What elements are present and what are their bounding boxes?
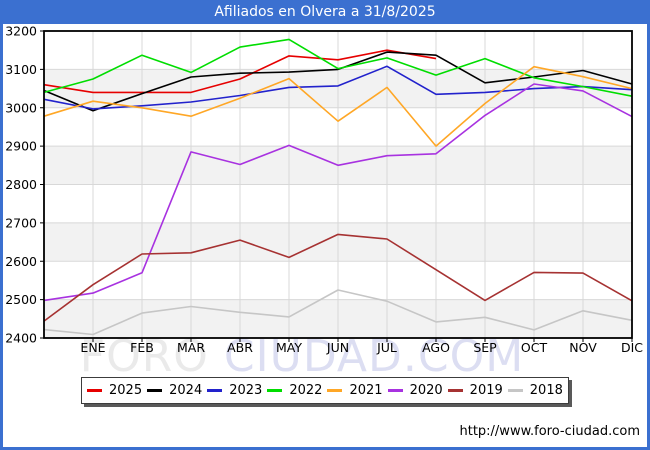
- legend-swatch-2024: [147, 389, 163, 392]
- legend-item-2018: 2018: [507, 383, 563, 398]
- legend-swatch-2022: [267, 389, 283, 392]
- legend-swatch-2021: [327, 389, 343, 392]
- legend-item-2019: 2019: [447, 383, 503, 398]
- legend-item-2021: 2021: [327, 383, 383, 398]
- y-axis-label: 2600: [5, 254, 37, 269]
- series-line-2023: [43, 65, 633, 110]
- y-axis-label: 2700: [5, 215, 37, 230]
- x-axis-label: ENE: [80, 340, 105, 355]
- legend-swatch-2020: [387, 389, 403, 392]
- legend: 2025 2024 2023 2022 2021 2020 2019 2018: [81, 377, 569, 404]
- series-line-2019: [43, 233, 633, 322]
- series-line-2018: [43, 289, 633, 336]
- legend-label-2020: 2020: [409, 383, 443, 398]
- page-title: Afiliados en Olvera a 31/8/2025: [214, 4, 436, 20]
- y-axis-label: 3200: [5, 24, 37, 39]
- legend-label-2024: 2024: [169, 383, 203, 398]
- legend-swatch-2019: [447, 389, 463, 392]
- legend-swatch-2023: [207, 389, 223, 392]
- legend-item-2023: 2023: [207, 383, 262, 398]
- x-axis-label: OCT: [521, 340, 548, 355]
- y-axis-label: 2900: [5, 139, 37, 154]
- footer-url: http://www.foro-ciudad.com: [459, 424, 640, 439]
- watermark: FORO CIUDAD.COM: [80, 331, 524, 382]
- legend-swatch-2018: [507, 389, 523, 392]
- x-axis-label: JUL: [376, 340, 397, 355]
- legend-label-2023: 2023: [229, 383, 263, 398]
- legend-label-2018: 2018: [529, 383, 563, 398]
- x-axis-label: SEP: [473, 340, 497, 355]
- legend-item-2025: 2025: [87, 383, 142, 398]
- y-axis-label: 2400: [5, 331, 37, 346]
- x-axis-label: DIC: [621, 340, 643, 355]
- x-axis-label: NOV: [569, 340, 597, 355]
- legend-item-2022: 2022: [267, 383, 322, 398]
- series-line-2022: [43, 38, 633, 97]
- legend-label-2021: 2021: [349, 383, 383, 398]
- legend-label-2025: 2025: [109, 383, 143, 398]
- legend-label-2022: 2022: [289, 383, 323, 398]
- legend-label-2019: 2019: [469, 383, 503, 398]
- legend-item-2020: 2020: [387, 383, 443, 398]
- y-axis-label: 2800: [5, 177, 37, 192]
- x-axis-label: MAY: [276, 340, 302, 355]
- title-bar: Afiliados en Olvera a 31/8/2025: [0, 0, 650, 24]
- y-axis-label: 3000: [5, 100, 37, 115]
- x-axis-label: ABR: [227, 340, 253, 355]
- y-axis-label: 3100: [5, 62, 37, 77]
- series-line-2020: [43, 83, 633, 302]
- plot-border: [43, 30, 633, 339]
- y-axis-label: 2500: [5, 292, 37, 307]
- x-axis-label: MAR: [177, 340, 205, 355]
- series-line-2021: [43, 65, 633, 147]
- x-axis-label: FEB: [130, 340, 154, 355]
- x-axis-label: JUN: [326, 340, 349, 355]
- legend-swatch-2025: [87, 389, 103, 392]
- x-axis-label: AGO: [422, 340, 450, 355]
- series-line-2025: [43, 49, 437, 94]
- legend-item-2024: 2024: [147, 383, 202, 398]
